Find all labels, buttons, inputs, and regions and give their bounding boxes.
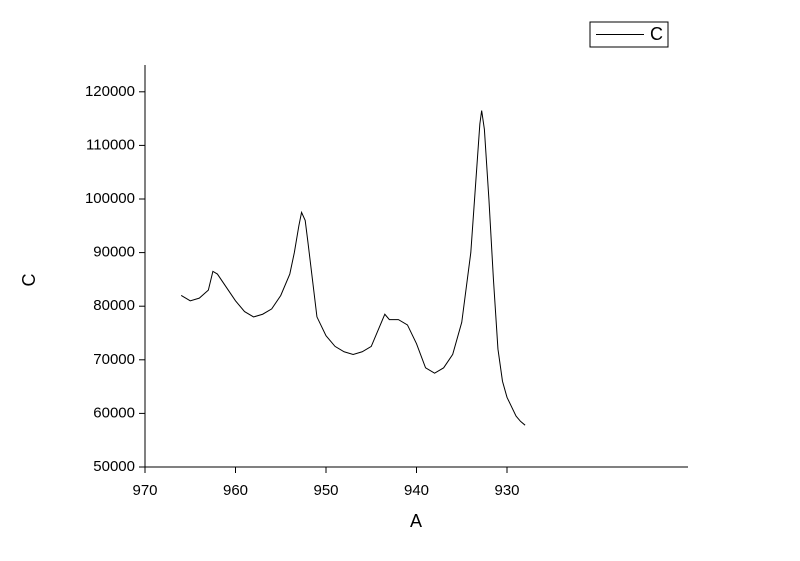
x-axis-label: A	[410, 511, 422, 531]
y-tick-label: 110000	[86, 136, 135, 153]
legend-label: C	[650, 24, 663, 44]
x-tick-label: 970	[132, 482, 157, 499]
x-tick-label: 930	[494, 482, 519, 499]
y-tick-label: 50000	[93, 458, 135, 475]
series-line	[180, 110, 526, 426]
y-axis-label: C	[19, 274, 39, 287]
y-tick-label: 60000	[93, 404, 135, 421]
y-tick-label: 120000	[85, 83, 135, 100]
x-tick-label: 950	[313, 482, 338, 499]
y-tick-label: 100000	[85, 190, 135, 207]
y-tick-label: 90000	[93, 244, 135, 261]
y-tick-label: 70000	[93, 351, 135, 368]
x-tick-label: 940	[404, 482, 429, 499]
x-tick-label: 960	[223, 482, 248, 499]
y-tick-label: 80000	[93, 297, 135, 314]
